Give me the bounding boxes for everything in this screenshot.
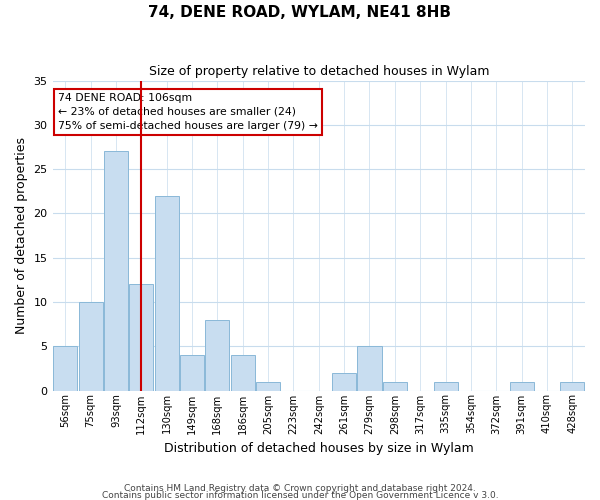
Bar — [53, 346, 77, 391]
Bar — [358, 346, 382, 391]
Bar — [79, 302, 103, 390]
Bar — [180, 355, 204, 390]
Bar — [434, 382, 458, 390]
X-axis label: Distribution of detached houses by size in Wylam: Distribution of detached houses by size … — [164, 442, 473, 455]
Bar — [560, 382, 584, 390]
Y-axis label: Number of detached properties: Number of detached properties — [15, 137, 28, 334]
Bar — [383, 382, 407, 390]
Bar — [509, 382, 533, 390]
Text: 74 DENE ROAD: 106sqm
← 23% of detached houses are smaller (24)
75% of semi-detac: 74 DENE ROAD: 106sqm ← 23% of detached h… — [58, 93, 318, 131]
Bar — [256, 382, 280, 390]
Title: Size of property relative to detached houses in Wylam: Size of property relative to detached ho… — [149, 65, 489, 78]
Bar — [205, 320, 229, 390]
Bar — [332, 373, 356, 390]
Bar — [155, 196, 179, 390]
Text: Contains public sector information licensed under the Open Government Licence v : Contains public sector information licen… — [101, 492, 499, 500]
Text: 74, DENE ROAD, WYLAM, NE41 8HB: 74, DENE ROAD, WYLAM, NE41 8HB — [149, 5, 452, 20]
Bar — [129, 284, 154, 391]
Bar — [104, 152, 128, 390]
Text: Contains HM Land Registry data © Crown copyright and database right 2024.: Contains HM Land Registry data © Crown c… — [124, 484, 476, 493]
Bar — [230, 355, 255, 390]
